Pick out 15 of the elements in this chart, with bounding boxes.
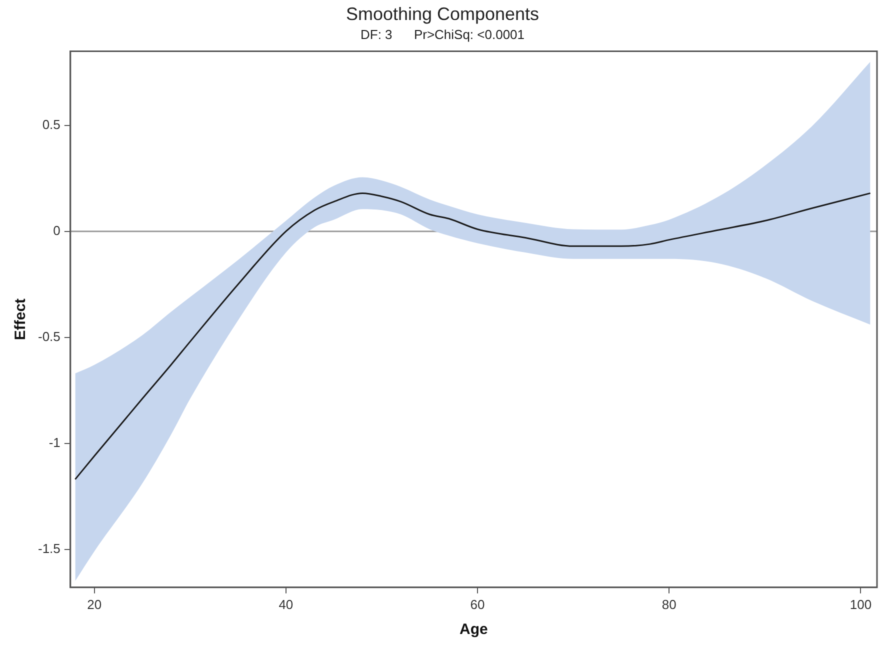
x-tick-label: 40 [278,596,294,612]
y-tick-label: -1.5 [38,540,60,556]
chart-title: Smoothing Components [346,4,540,24]
y-tick-label: 0 [53,222,60,238]
y-tick-label: -1 [48,434,60,450]
x-tick-label: 20 [87,596,102,612]
x-tick-label: 100 [850,596,872,612]
y-axis-title: Effect [12,298,30,340]
chart-subtitle: DF: 3 Pr>ChiSq: <0.0001 [360,26,525,42]
y-tick-label: 0.5 [42,116,60,132]
x-axis-title: Age [460,621,488,638]
x-tick-label: 60 [470,596,485,612]
line-series [74,192,872,480]
x-tick-label: 80 [662,596,676,612]
y-tick-label: -0.5 [38,328,60,344]
